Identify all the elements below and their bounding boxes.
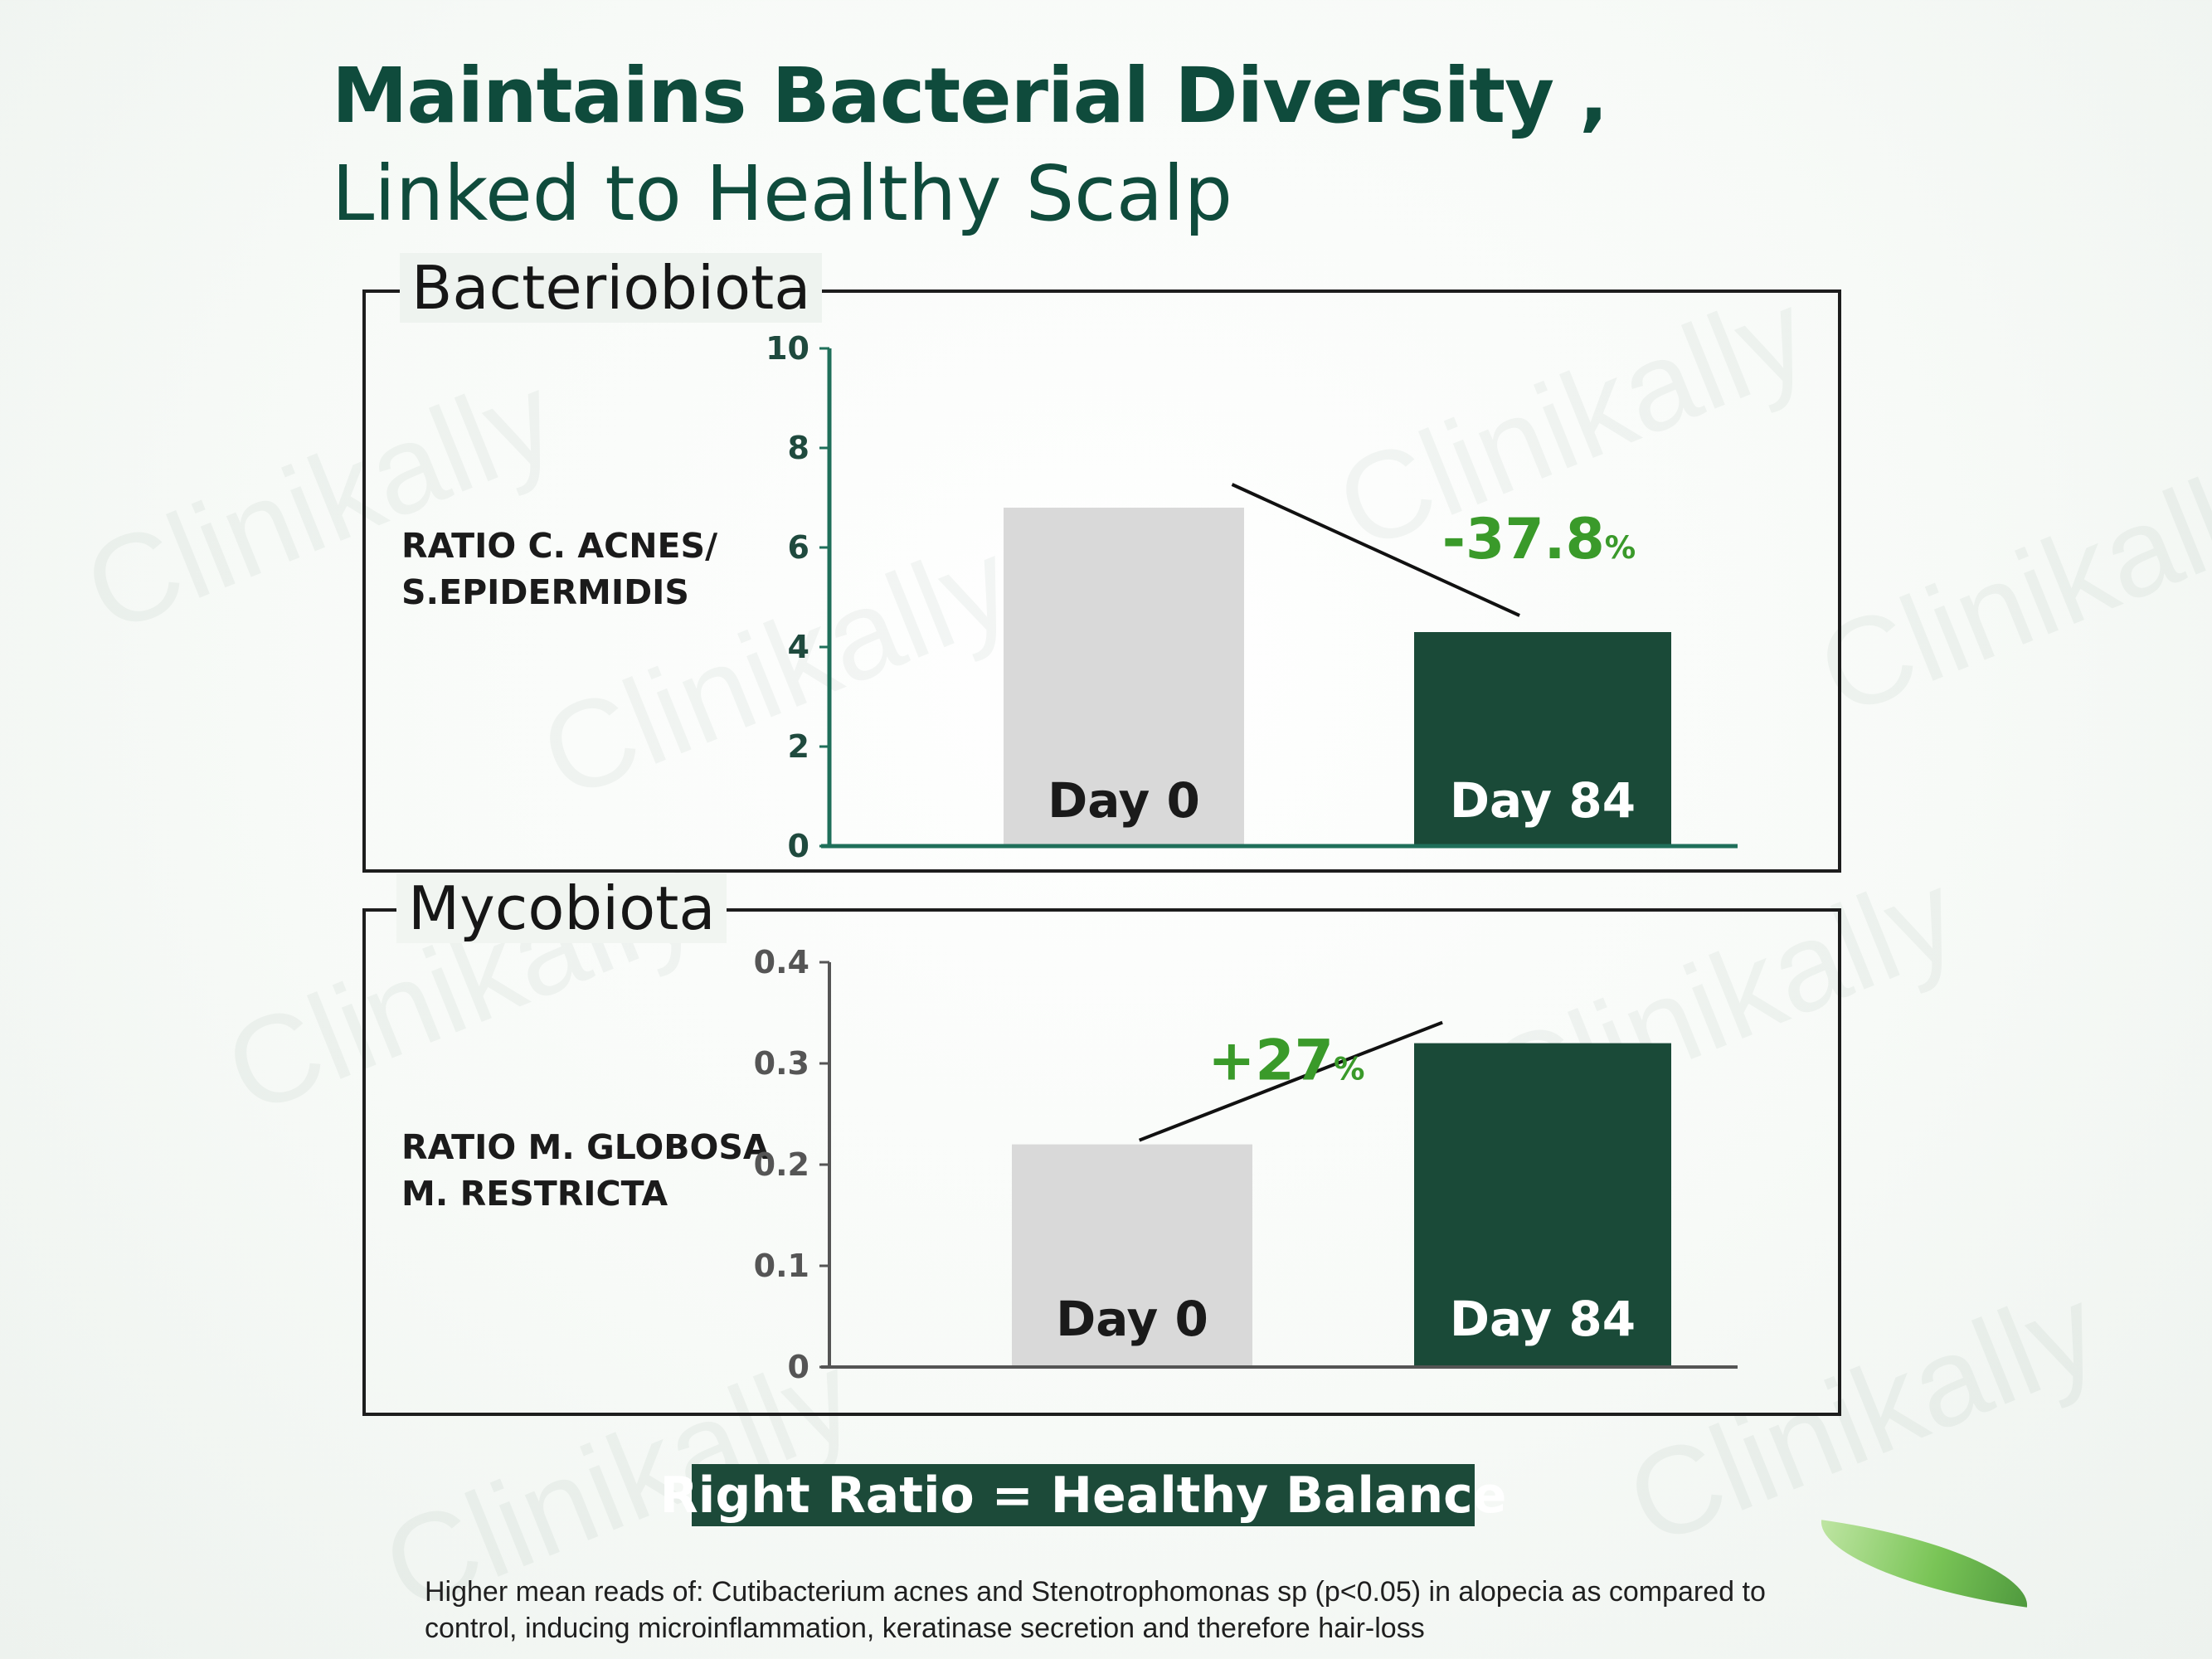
y-tick-label: 8 <box>788 430 809 466</box>
y-tick-label: 2 <box>788 728 809 765</box>
bar-category-label: Day 0 <box>1048 772 1200 829</box>
bar-category-label: Day 0 <box>1056 1291 1208 1347</box>
bar-day-84 <box>1414 632 1671 844</box>
percent-unit: % <box>1605 529 1636 566</box>
bar-day-0 <box>1004 508 1244 844</box>
mycobiota-bar-chart: 0 0.1 0.2 0.3 0.4 Day 0 Day 84 +27% <box>754 944 1738 1385</box>
y-tick-label: 10 <box>766 330 809 367</box>
panel-title-mycobiota: Mycobiota <box>396 873 727 943</box>
leaf-decoration <box>1813 1520 2035 1608</box>
trend-line <box>1231 483 1520 617</box>
panel-title-bacteriobiota: Bacteriobiota <box>400 253 823 323</box>
y-tick-label: 6 <box>788 529 809 566</box>
y-axis-label: RATIO M. GLOBOSA M. RESTRICTA <box>401 1127 770 1214</box>
y-tick-label: 0 <box>788 1349 809 1385</box>
bacteriobiota-bar-chart: 0 2 4 6 8 10 Day 0 Day 84 -37.8% <box>766 330 1738 864</box>
y-tick-label: 0.2 <box>754 1146 809 1183</box>
trend-line <box>1138 1020 1443 1142</box>
page-title: Maintains Bacterial Diversity , <box>332 51 1608 140</box>
footnote: Higher mean reads of: Cutibacterium acne… <box>425 1576 1766 1644</box>
bar-day-0 <box>1012 1144 1252 1365</box>
y-tick-label: 0.4 <box>754 944 809 980</box>
mycobiota-panel <box>362 908 1841 1416</box>
bar-day-84 <box>1414 1043 1671 1365</box>
y-axis-label: RATIO C. ACNES/ S.EPIDERMIDIS <box>401 526 718 612</box>
percent-change-value: -37.8 <box>1442 507 1605 572</box>
percent-change-label: -37.8% <box>1442 507 1636 572</box>
percent-change-label: +27% <box>1208 1029 1364 1094</box>
bacteriobiota-panel <box>362 289 1841 873</box>
y-tick-label: 0 <box>788 828 809 864</box>
watermark-text: Clinikally <box>1799 429 2212 742</box>
page-subtitle: Linked to Healthy Scalp <box>332 149 1233 238</box>
y-tick-label: 0.1 <box>754 1248 809 1284</box>
healthy-balance-banner: Right Ratio = Healthy Balance <box>660 1464 1506 1526</box>
bar-category-label: Day 84 <box>1450 772 1636 829</box>
percent-change-value: +27 <box>1208 1029 1334 1094</box>
percent-unit: % <box>1334 1051 1364 1087</box>
bar-category-label: Day 84 <box>1450 1291 1636 1347</box>
y-tick-label: 4 <box>788 629 809 665</box>
y-tick-label: 0.3 <box>754 1045 809 1082</box>
